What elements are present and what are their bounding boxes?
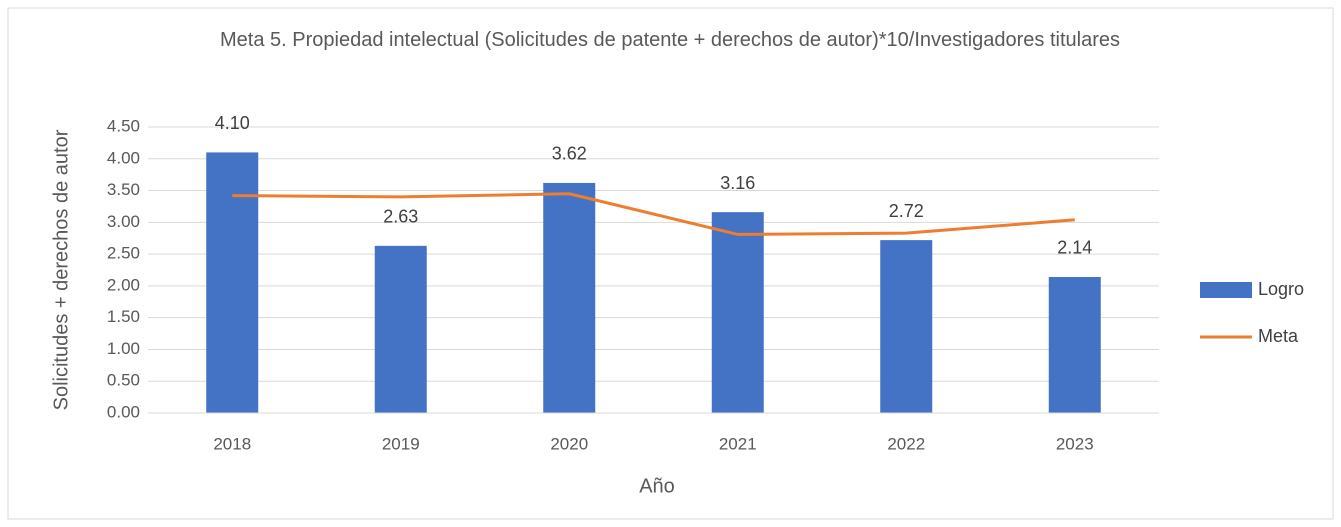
line	[232, 192, 1075, 236]
data-label: 2.72	[889, 201, 924, 221]
data-label: 4.10	[215, 113, 250, 133]
y-tick-label: 1.00	[107, 339, 140, 358]
x-tick-label: 2020	[550, 434, 588, 453]
bar	[206, 152, 259, 413]
x-tick-label: 2018	[213, 434, 251, 453]
data-label: 3.16	[720, 173, 755, 193]
data-label: 2.14	[1057, 238, 1092, 258]
x-axis-label: Año	[639, 475, 675, 497]
x-tick-label: 2022	[887, 434, 925, 453]
y-axis-label: Solicitudes + derechos de autor	[50, 129, 72, 410]
y-tick-label: 3.50	[107, 180, 140, 199]
bar	[543, 182, 596, 413]
legend-swatch	[1200, 282, 1252, 298]
legend-label: Meta	[1258, 326, 1299, 346]
x-tick-label: 2023	[1056, 434, 1094, 453]
legend-label: Logro	[1258, 279, 1304, 299]
y-tick-label: 2.00	[107, 275, 140, 294]
bar	[711, 212, 764, 413]
bar	[880, 240, 933, 413]
y-tick-label: 0.50	[107, 371, 140, 390]
x-tick-label: 2019	[382, 434, 420, 453]
y-tick-label: 4.50	[107, 116, 140, 135]
chart-title: Meta 5. Propiedad intelectual (Solicitud…	[220, 29, 1120, 51]
data-label: 2.63	[383, 207, 418, 227]
y-tick-label: 3.00	[107, 212, 140, 231]
y-tick-label: 1.50	[107, 307, 140, 326]
x-tick-label: 2021	[719, 434, 757, 453]
y-tick-label: 0.00	[107, 402, 140, 421]
y-tick-label: 2.50	[107, 244, 140, 263]
data-label: 3.62	[552, 144, 587, 164]
bar	[374, 245, 427, 413]
bar	[1048, 276, 1101, 413]
y-tick-label: 4.00	[107, 148, 140, 167]
